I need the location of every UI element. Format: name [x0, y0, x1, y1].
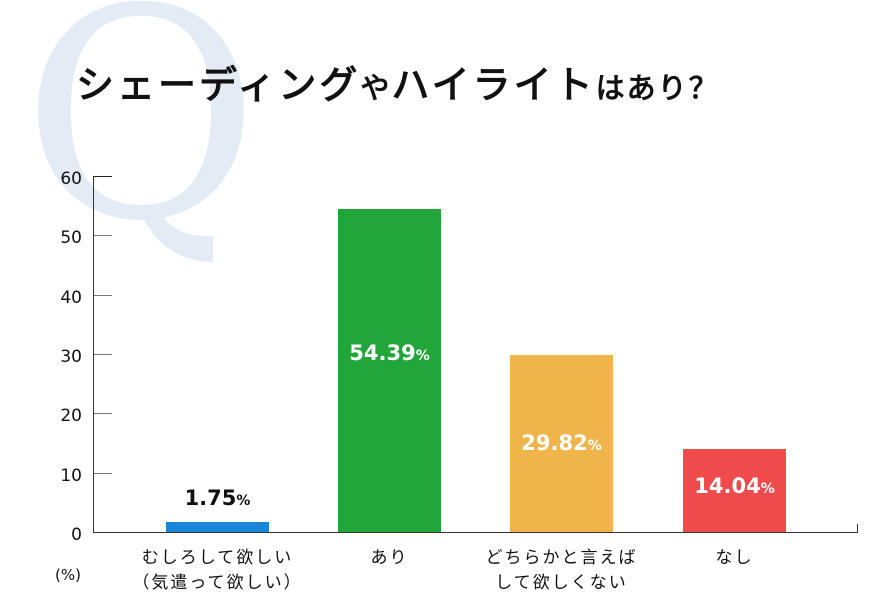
value-number: 54.39	[349, 341, 416, 365]
x-axis	[93, 532, 858, 533]
value-number: 1.75	[184, 485, 237, 510]
y-tick-label: 0	[71, 525, 82, 545]
percent-sign: %	[587, 438, 602, 454]
value-label: 14.04%	[665, 474, 805, 498]
value-number: 29.82	[521, 431, 588, 455]
y-tick	[94, 176, 112, 177]
category-label: あり	[290, 546, 490, 571]
category-label-line: むしろして欲しい	[141, 548, 294, 568]
y-axis	[93, 176, 94, 532]
y-tick-label: 60	[60, 169, 82, 189]
percent-sign: %	[236, 492, 251, 509]
title-part: や	[360, 71, 392, 105]
y-tick-label: 30	[60, 347, 82, 367]
category-label: なし	[635, 546, 835, 571]
value-label: 1.75%	[148, 486, 288, 510]
y-tick-label: 50	[60, 228, 82, 248]
title-part: ハイライト	[391, 63, 596, 107]
y-unit-label: (%)	[55, 566, 81, 584]
bar	[683, 448, 786, 532]
category-label-line: あり	[370, 548, 409, 568]
value-label: 29.82%	[492, 431, 632, 455]
y-tick	[94, 354, 112, 355]
bar	[338, 209, 441, 532]
y-tick	[94, 295, 112, 296]
category-label-line: して欲しくない	[495, 573, 628, 593]
title-part: シェーディング	[76, 63, 361, 107]
y-tick	[94, 235, 112, 236]
y-tick-label: 10	[60, 466, 82, 486]
y-tick	[94, 413, 112, 414]
chart-title: シェーディングやハイライトはあり？	[76, 54, 720, 109]
y-tick	[94, 473, 112, 474]
category-label: むしろして欲しい （気遣って欲しい）	[118, 546, 318, 596]
value-label: 54.39%	[320, 341, 460, 365]
category-label-line: なし	[715, 548, 754, 568]
percent-sign: %	[760, 481, 775, 497]
bar	[166, 521, 269, 532]
category-label: どちらかと言えば して欲しくない	[462, 546, 662, 596]
value-number: 14.04	[694, 474, 761, 498]
percent-sign: %	[415, 348, 430, 364]
bar	[510, 355, 613, 532]
y-tick-label: 40	[60, 288, 82, 308]
y-tick-label: 20	[60, 406, 82, 426]
category-label-line: （気遣って欲しい）	[132, 573, 303, 593]
title-part: はあり？	[595, 71, 720, 105]
x-axis-end-tick	[857, 524, 858, 533]
category-label-line: どちらかと言えば	[485, 548, 638, 568]
